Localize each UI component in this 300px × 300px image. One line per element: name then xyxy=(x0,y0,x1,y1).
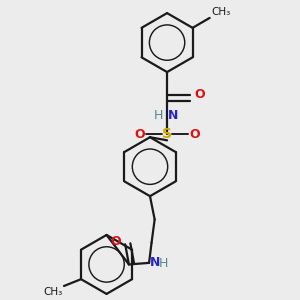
Text: O: O xyxy=(110,235,121,248)
Text: S: S xyxy=(162,127,172,141)
Text: H: H xyxy=(158,257,168,270)
Text: O: O xyxy=(194,88,205,101)
Text: CH₃: CH₃ xyxy=(211,7,230,17)
Text: N: N xyxy=(150,256,160,269)
Text: H: H xyxy=(154,109,163,122)
Text: O: O xyxy=(189,128,200,141)
Text: CH₃: CH₃ xyxy=(43,286,62,297)
Text: O: O xyxy=(134,128,145,141)
Text: N: N xyxy=(168,109,178,122)
